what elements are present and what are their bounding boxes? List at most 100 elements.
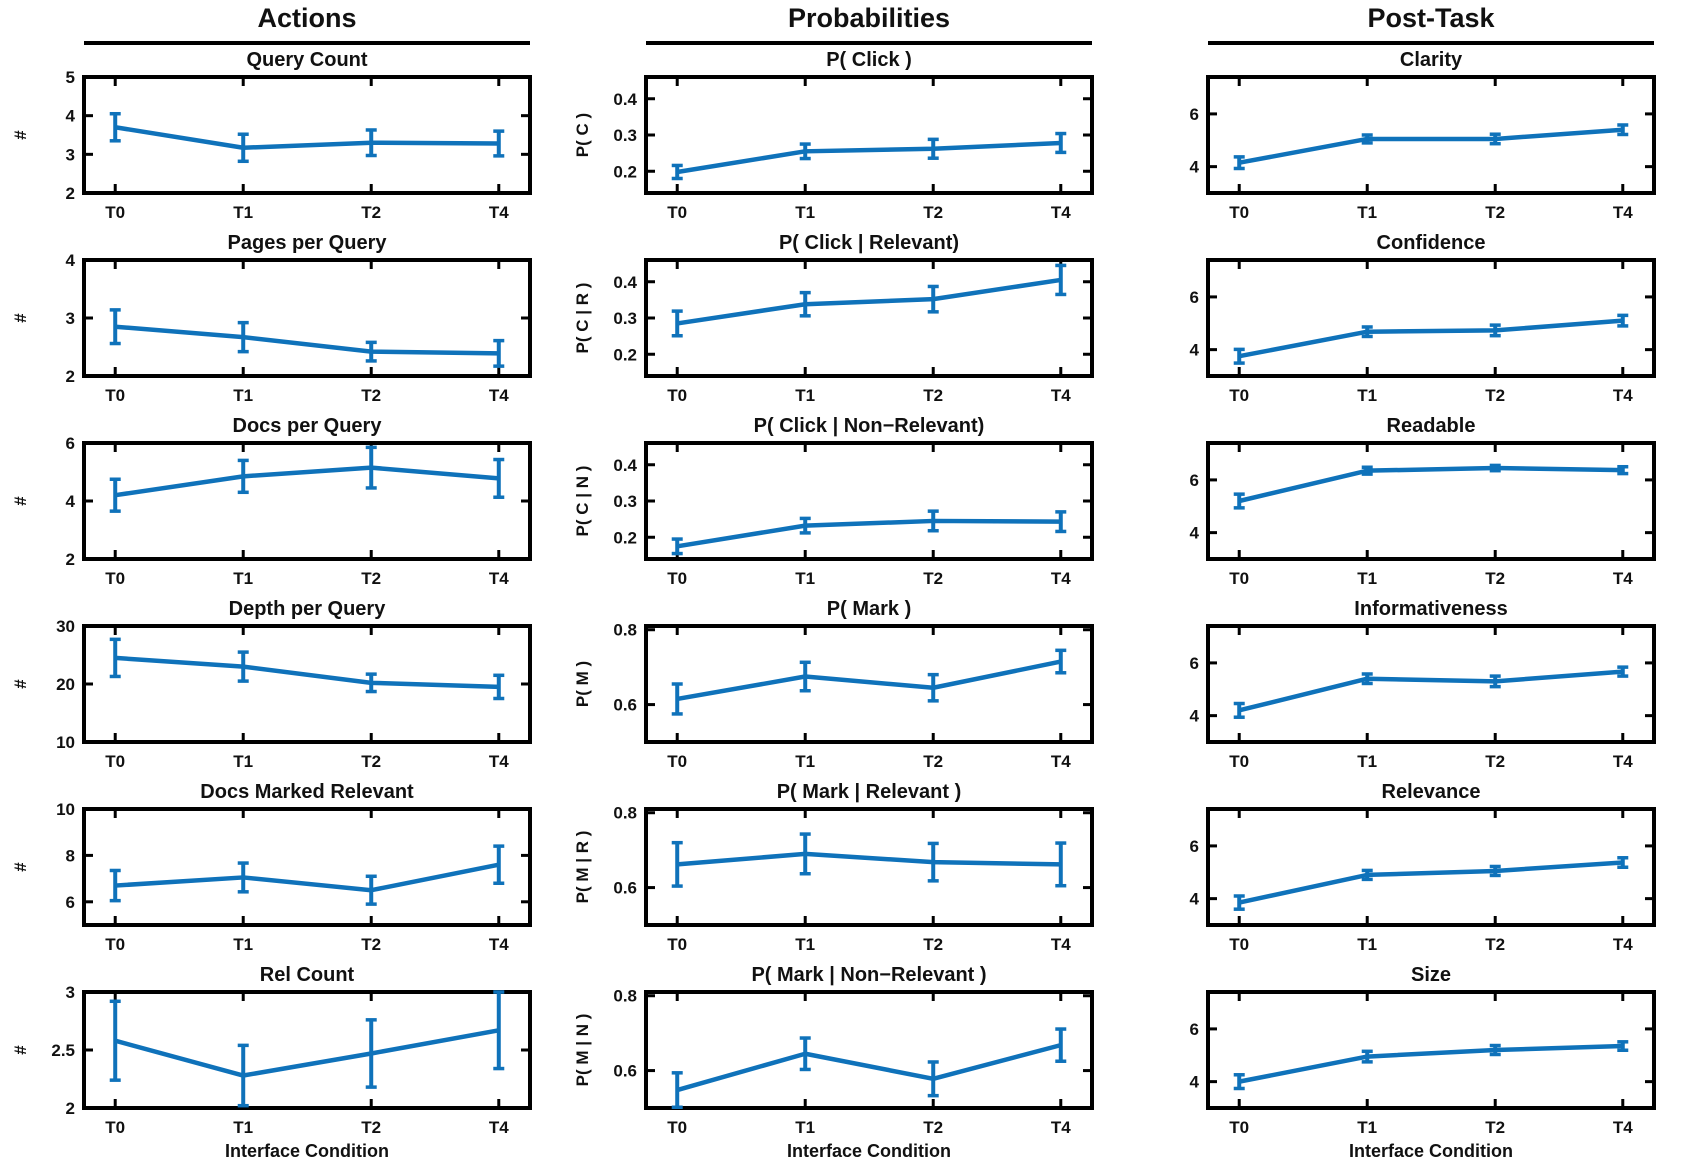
chart-title: Clarity — [1400, 49, 1463, 71]
plot-frame — [82, 989, 532, 1110]
chart-canvas-p-click-non-relevant: P( Click | Non−Relevant) T0 T1 T2 T4 0.2 0.3 0.… — [573, 415, 1094, 588]
x-axis-label: Interface Condition — [1349, 1141, 1513, 1161]
column-probabilities: Probabilities P( Click ) T0 T1 T2 T4 0.2 0.3 0.… — [562, 3, 1124, 1161]
x-tick-label: T2 — [923, 1118, 943, 1137]
chart-docs-marked-relevant: Docs Marked Relevant T0 T1 T2 T4 6 8 10 # — [0, 777, 562, 960]
y-tick-label: 2 — [66, 367, 75, 386]
y-tick-label: 8 — [66, 846, 75, 865]
plot-frame — [644, 806, 1094, 927]
chart-p-click-relevant: P( Click | Relevant) T0 T1 T2 T4 0.2 0.3 0.4 P( … — [562, 228, 1124, 411]
plot-frame — [1206, 989, 1656, 1110]
y-tick-label: 10 — [56, 800, 75, 819]
y-tick-label: 4 — [1190, 706, 1200, 725]
chart-informativeness: Informativeness T0 T1 T2 T4 4 6 — [1124, 594, 1686, 777]
y-axis-label: P( C ) — [573, 112, 592, 156]
x-tick-label: T2 — [361, 752, 381, 771]
chart-rel-count: Rel Count T0 T1 T2 T4 2 2.5 3 # Interface Conditi… — [0, 960, 562, 1166]
x-tick-label: T4 — [489, 1118, 509, 1137]
chart-clarity: Clarity T0 T1 T2 T4 4 6 — [1124, 45, 1686, 228]
chart-p-mark-relevant: P( Mark | Relevant ) T0 T1 T2 T4 0.6 0.8 P( M |… — [562, 777, 1124, 960]
chart-canvas-p-mark: P( Mark ) T0 T1 T2 T4 0.6 0.8 P( M ) — [573, 598, 1094, 771]
x-tick-label: T4 — [1051, 386, 1071, 405]
x-tick-label: T0 — [1229, 752, 1249, 771]
data-line — [1238, 465, 1623, 503]
x-tick-label: T1 — [1357, 569, 1377, 588]
y-tick-label: 2 — [66, 184, 75, 203]
data-line — [676, 277, 1062, 326]
x-tick-label: T1 — [795, 203, 815, 222]
y-tick-label: 6 — [1190, 105, 1199, 124]
y-tick-label: 0.2 — [613, 162, 637, 181]
x-tick-label: T2 — [923, 386, 943, 405]
x-tick-label: T0 — [1229, 386, 1249, 405]
plot-frame — [82, 74, 532, 195]
y-tick-label: 3 — [66, 145, 75, 164]
y-tick-label: 4 — [1190, 340, 1200, 359]
plot-frame — [1206, 623, 1656, 744]
chart-title: P( Mark | Non−Relevant ) — [751, 964, 986, 986]
y-axis-label: P( M | R ) — [573, 830, 592, 903]
x-tick-label: T4 — [1051, 203, 1071, 222]
y-tick-label: 5 — [66, 68, 75, 87]
chart-p-click-non-relevant: P( Click | Non−Relevant) T0 T1 T2 T4 0.2 0.3 0.… — [562, 411, 1124, 594]
column-header-probabilities: Probabilities — [646, 3, 1092, 45]
x-tick-label: T1 — [1357, 752, 1377, 771]
y-tick-label: 4 — [66, 106, 76, 125]
chart-p-mark-non-relevant: P( Mark | Non−Relevant ) T0 T1 T2 T4 0.6 0.8 P(… — [562, 960, 1124, 1166]
chart-canvas-depth-per-query: Depth per Query T0 T1 T2 T4 10 20 30 # — [11, 598, 532, 771]
x-tick-label: T0 — [105, 569, 125, 588]
y-tick-label: 0.4 — [613, 272, 637, 291]
data-line — [676, 1042, 1062, 1092]
chart-title: Query Count — [246, 49, 367, 71]
y-tick-label: 0.4 — [613, 89, 637, 108]
plot-frame — [644, 989, 1094, 1110]
x-tick-label: T2 — [1485, 752, 1505, 771]
plot-frame — [1206, 74, 1656, 195]
column-header-post-task: Post-Task — [1208, 3, 1654, 45]
chart-canvas-rel-count: Rel Count T0 T1 T2 T4 2 2.5 3 # Interface Conditi… — [11, 964, 532, 1161]
chart-title: P( Click | Non−Relevant) — [754, 415, 985, 437]
x-axis-label: Interface Condition — [225, 1141, 389, 1161]
x-tick-label: T2 — [1485, 1118, 1505, 1137]
chart-canvas-informativeness: Informativeness T0 T1 T2 T4 4 6 — [1190, 598, 1656, 771]
chart-title: P( Mark | Relevant ) — [777, 781, 962, 803]
data-line — [676, 518, 1061, 549]
chart-canvas-docs-per-query: Docs per Query T0 T1 T2 T4 2 4 6 # — [11, 415, 532, 588]
x-tick-label: T0 — [1229, 935, 1249, 954]
y-tick-label: 6 — [1190, 654, 1199, 673]
chart-canvas-confidence: Confidence T0 T1 T2 T4 4 6 — [1190, 232, 1656, 405]
x-axis-label: Interface Condition — [787, 1141, 951, 1161]
data-line — [676, 659, 1062, 701]
x-tick-label: T1 — [795, 752, 815, 771]
chart-canvas-readable: Readable T0 T1 T2 T4 4 6 — [1190, 415, 1656, 588]
x-tick-label: T4 — [1613, 1118, 1633, 1137]
x-tick-label: T0 — [1229, 569, 1249, 588]
x-tick-label: T2 — [1485, 203, 1505, 222]
chart-size: Size T0 T1 T2 T4 4 6 Interface Condition — [1124, 960, 1686, 1166]
x-tick-label: T2 — [923, 569, 943, 588]
plot-frame — [644, 257, 1094, 378]
chart-title: Pages per Query — [228, 232, 388, 254]
y-axis-label: P( M ) — [573, 661, 592, 707]
y-tick-label: 0.6 — [613, 878, 637, 897]
chart-canvas-p-click-relevant: P( Click | Relevant) T0 T1 T2 T4 0.2 0.3 0.4 P( … — [573, 232, 1094, 405]
y-tick-label: 0.2 — [613, 345, 637, 364]
chart-canvas-p-click: P( Click ) T0 T1 T2 T4 0.2 0.3 0.4 P( C ) — [573, 49, 1094, 222]
x-tick-label: T4 — [1613, 203, 1633, 222]
x-tick-label: T1 — [233, 203, 253, 222]
x-tick-label: T0 — [1229, 1118, 1249, 1137]
column-title: Post-Task — [1367, 3, 1495, 33]
column-actions: Actions Query Count T0 T1 T2 T4 2 3 4 5 # Pages pe… — [0, 3, 562, 1161]
x-tick-label: T2 — [361, 935, 381, 954]
chart-canvas-docs-marked-relevant: Docs Marked Relevant T0 T1 T2 T4 6 8 10 # — [11, 781, 532, 954]
chart-canvas-p-mark-relevant: P( Mark | Relevant ) T0 T1 T2 T4 0.6 0.8 P( M |… — [573, 781, 1094, 954]
column-charts-probabilities: P( Click ) T0 T1 T2 T4 0.2 0.3 0.4 P( C ) P( Clic… — [562, 45, 1124, 1166]
plot-frame — [82, 440, 532, 561]
y-tick-label: 6 — [1190, 471, 1199, 490]
chart-title: P( Click | Relevant) — [779, 232, 959, 254]
y-tick-label: 2.5 — [51, 1041, 75, 1060]
y-tick-label: 2 — [66, 550, 75, 569]
figure-errorbar-grid: Actions Query Count T0 T1 T2 T4 2 3 4 5 # Pages pe… — [0, 3, 1686, 1161]
y-tick-label: 6 — [66, 434, 75, 453]
x-tick-label: T1 — [1357, 386, 1377, 405]
